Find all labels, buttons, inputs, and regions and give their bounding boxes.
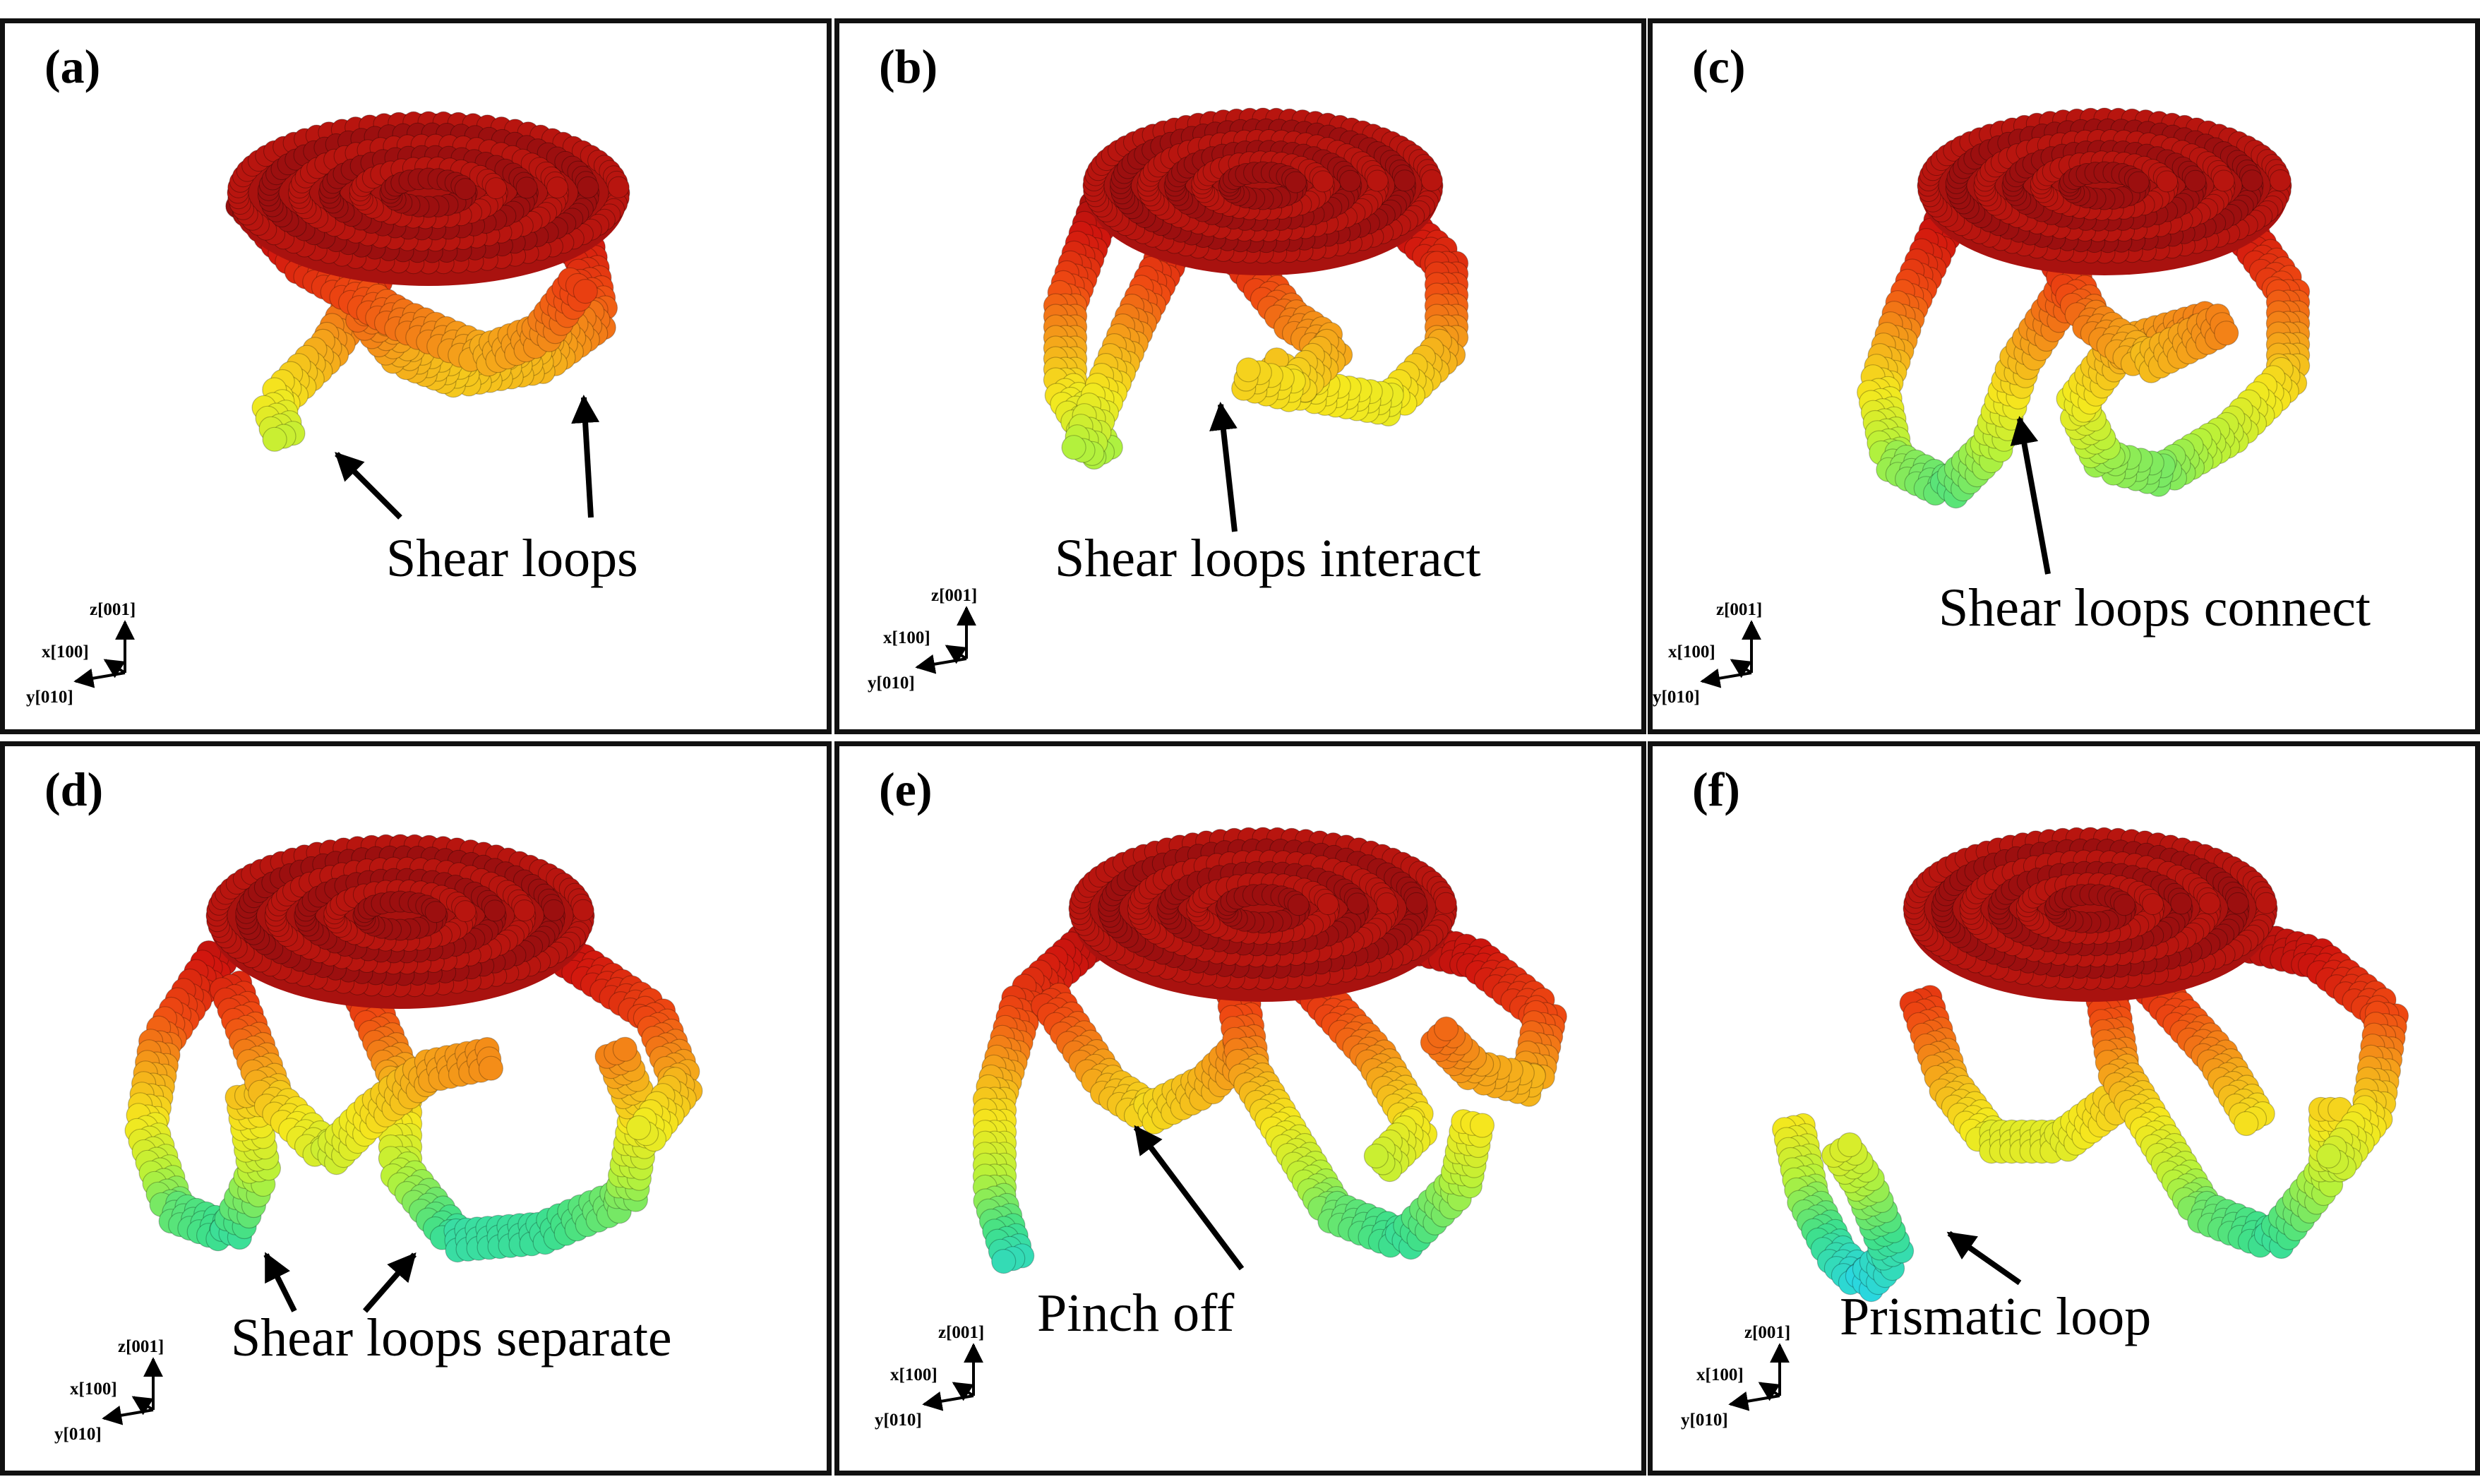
annotation-text: Prismatic loop (1840, 1287, 2152, 1346)
pointer-arrow (362, 1252, 417, 1313)
axis-label-x: x[100] (890, 1365, 938, 1384)
axis-label-z: z[001] (1716, 600, 1762, 619)
axis-label-y: y[010] (26, 688, 73, 707)
panel-d: z[001] x[100] y[010] (d) Shear loops separ… (0, 741, 832, 1476)
dislocation-structure (1857, 107, 2311, 509)
pointer-arrow (1209, 402, 1238, 532)
x-axis-arrow (131, 1396, 155, 1416)
panel-label: (c) (1692, 40, 1746, 93)
axis-triad: z[001] x[100] y[010] (875, 1323, 984, 1430)
axis-triad: z[001] x[100] y[010] (868, 586, 977, 693)
dislocation-loop (1031, 982, 1262, 1135)
y-axis-arrow (1700, 668, 1752, 688)
panel-label: (f) (1692, 762, 1740, 816)
axis-label-z: z[001] (118, 1337, 164, 1356)
pointer-arrow (571, 395, 600, 518)
axis-triad: z[001] x[100] y[010] (1653, 600, 1762, 707)
dislocation-loop (2127, 960, 2275, 1137)
panel-label: (e) (879, 762, 933, 816)
pointer-arrow (1946, 1231, 2022, 1286)
panel-f-figure: z[001] x[100] y[010] (1681, 827, 2409, 1430)
dislocation-structure (225, 111, 630, 452)
dislocation-loop (1772, 1113, 1915, 1303)
dislocation-structure (972, 827, 1567, 1274)
annotation-text: Shear loops separate (231, 1308, 672, 1368)
dislocation-loop (2027, 218, 2239, 383)
dislocation-loop (551, 938, 703, 1152)
panel-label: (d) (44, 762, 104, 816)
axis-triad: z[001] x[100] y[010] (1681, 1323, 1790, 1430)
dislocation-loop (1212, 958, 1495, 1260)
x-axis-arrow (103, 659, 126, 678)
x-axis-arrow (1730, 659, 1753, 678)
precipitate-disc (1068, 827, 1458, 1002)
panel-label: (b) (879, 40, 938, 93)
axis-label-x: x[100] (1696, 1365, 1744, 1384)
dislocation-loop (1899, 985, 2129, 1164)
axis-label-x: x[100] (883, 628, 930, 647)
axis-label-y: y[010] (1681, 1411, 1728, 1430)
panel-e-figure: z[001] x[100] y[010] (875, 827, 1567, 1430)
annotation-text: Shear loops interact (1055, 529, 1481, 588)
y-axis-arrow (102, 1405, 154, 1425)
precipitate-disc (1903, 827, 2278, 1002)
dislocation-structure (1772, 827, 2409, 1303)
dislocation-structure (1043, 107, 1469, 470)
axis-label-z: z[001] (931, 586, 977, 605)
axis-label-y: y[010] (54, 1425, 102, 1444)
dislocation-structure (124, 834, 703, 1263)
x-axis-arrow (945, 645, 968, 664)
annotation-text: Shear loops connect (1939, 578, 2371, 638)
panel-f: z[001] x[100] y[010] (f) Prismatic loop (1648, 741, 2480, 1476)
precipitate-disc (205, 834, 595, 1009)
precipitate-disc (1082, 107, 1444, 275)
axis-label-y: y[010] (875, 1411, 922, 1430)
axis-label-z: z[001] (938, 1323, 984, 1342)
panel-d-figure: z[001] x[100] y[010] (54, 834, 703, 1444)
y-axis-arrow (915, 654, 967, 674)
axis-label-y: y[010] (1653, 688, 1700, 707)
annotation-text: Pinch off (1037, 1283, 1235, 1343)
pointer-arrow (263, 1252, 297, 1312)
axis-triad: z[001] x[100] y[010] (54, 1337, 164, 1444)
panel-b: z[001] x[100] y[010] (b) Shear loops inter… (834, 18, 1646, 734)
panel-a-figure: z[001] x[100] y[010] (26, 111, 630, 707)
panel-label: (a) (44, 40, 101, 93)
panel-a: z[001] x[100] y[010] (a) Shear loops (0, 18, 832, 734)
axis-label-x: x[100] (42, 642, 89, 662)
dislocation-loop (1061, 218, 1199, 466)
precipitate-disc (1917, 107, 2292, 275)
axis-label-x: x[100] (1668, 642, 1715, 662)
dislocation-loop (209, 970, 504, 1175)
annotation-text: Shear loops (386, 529, 638, 588)
pointer-arrow (1133, 1125, 1245, 1271)
axis-label-y: y[010] (868, 674, 915, 693)
panel-e: z[001] x[100] y[010] (e) Pinch off (834, 741, 1646, 1476)
panel-b-figure: z[001] x[100] y[010] (868, 107, 1469, 693)
y-axis-arrow (1728, 1391, 1780, 1411)
panel-c: z[001] x[100] y[010] (c) Shear loops conne… (1648, 18, 2480, 734)
y-axis-arrow (922, 1391, 974, 1411)
panel-c-figure: z[001] x[100] y[010] (1653, 107, 2311, 707)
dislocation-loop (2082, 965, 2353, 1259)
axis-triad: z[001] x[100] y[010] (26, 600, 136, 707)
axis-label-z: z[001] (1744, 1323, 1790, 1342)
y-axis-arrow (73, 668, 126, 688)
x-axis-arrow (952, 1382, 975, 1401)
axis-label-x: x[100] (70, 1380, 117, 1399)
axis-label-z: z[001] (90, 600, 136, 619)
pointer-arrow (2010, 416, 2051, 575)
pointer-arrow (335, 452, 402, 520)
x-axis-arrow (1758, 1382, 1781, 1401)
precipitate-disc (227, 111, 630, 286)
